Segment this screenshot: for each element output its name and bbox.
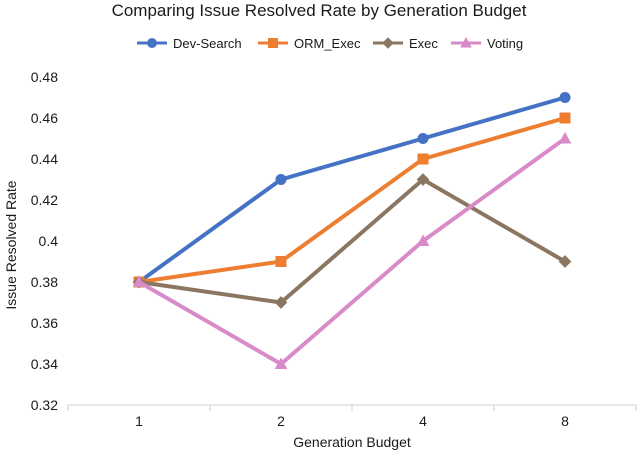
data-point-orm-exec xyxy=(559,112,571,124)
data-point-voting xyxy=(132,275,146,287)
data-point-voting xyxy=(274,357,288,369)
series-line-dev-search xyxy=(137,95,566,284)
legend-marker xyxy=(460,37,472,48)
data-point-orm-exec xyxy=(417,153,429,165)
series-orm-exec xyxy=(133,112,571,288)
series-line-exec xyxy=(138,177,567,305)
x-tick-labels: 1 2 4 8 xyxy=(135,413,569,429)
legend-marker xyxy=(147,38,157,48)
legend-item-orm-exec: ORM_Exec xyxy=(258,36,361,51)
y-axis-label: Issue Resolved Rate xyxy=(3,180,19,309)
series-exec xyxy=(132,173,572,309)
legend-item-exec: Exec xyxy=(373,36,438,51)
series-dev-search xyxy=(133,92,571,288)
plot-area xyxy=(132,92,572,369)
data-point-voting xyxy=(416,234,430,246)
data-point-dev-search xyxy=(559,92,571,103)
y-tick-label: 0.4 xyxy=(39,233,59,249)
data-point-voting xyxy=(558,131,572,144)
y-axis: 0.32 0.34 0.36 0.38 0.4 0.42 0.44 0.46 0.48 xyxy=(31,69,58,413)
x-axis xyxy=(67,404,637,411)
data-point-exec xyxy=(274,296,288,309)
data-point-exec xyxy=(416,173,430,186)
y-tick-label: 0.44 xyxy=(31,151,58,167)
y-tick-label: 0.48 xyxy=(31,69,58,85)
legend-label: Voting xyxy=(487,36,523,51)
data-point-dev-search xyxy=(275,174,287,185)
y-tick-label: 0.46 xyxy=(31,110,58,126)
series-voting xyxy=(132,131,572,369)
y-tick-label: 0.42 xyxy=(31,192,58,208)
y-tick-label: 0.38 xyxy=(31,274,58,290)
x-tick-label: 8 xyxy=(561,413,569,429)
data-point-exec xyxy=(558,255,572,268)
x-tick-label: 1 xyxy=(135,413,143,429)
legend-label: Dev-Search xyxy=(173,36,242,51)
legend-label: ORM_Exec xyxy=(294,36,361,51)
y-tick-label: 0.36 xyxy=(31,315,58,331)
legend-item-voting: Voting xyxy=(451,36,523,51)
data-point-dev-search xyxy=(417,133,429,144)
data-point-orm-exec xyxy=(275,256,287,267)
legend-item-dev-search: Dev-Search xyxy=(137,36,242,51)
legend-marker xyxy=(382,37,394,49)
legend-marker xyxy=(268,38,278,48)
chart-title: Comparing Issue Resolved Rate by Generat… xyxy=(112,1,527,20)
x-tick-label: 2 xyxy=(277,413,285,429)
legend: Dev-Search ORM_Exec Exec Voting xyxy=(137,36,523,51)
series-line-orm-exec xyxy=(138,116,566,284)
x-tick-label: 4 xyxy=(419,413,427,429)
legend-label: Exec xyxy=(409,36,438,51)
y-tick-label: 0.32 xyxy=(31,397,58,413)
x-axis-label: Generation Budget xyxy=(293,434,411,450)
y-tick-label: 0.34 xyxy=(31,356,58,372)
series-line-voting xyxy=(137,136,567,366)
